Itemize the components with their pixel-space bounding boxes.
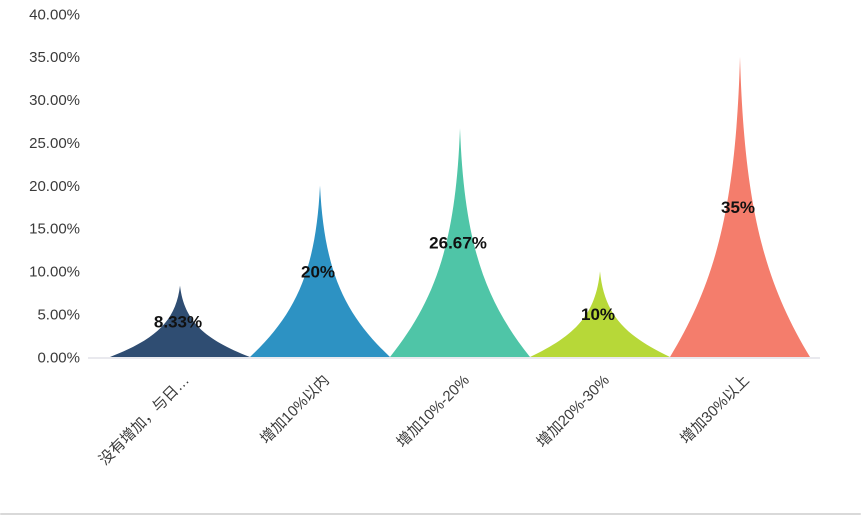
peak-shape-0[interactable] [110,285,250,357]
value-label-4: 35% [721,198,755,217]
y-tick-label: 10.00% [29,264,80,281]
value-label-1: 20% [301,262,335,281]
y-tick-label: 20.00% [29,178,80,195]
y-tick-label: 0.00% [37,349,80,366]
peak-shape-1[interactable] [250,185,390,358]
y-tick-label: 35.00% [29,49,80,66]
y-tick-label: 30.00% [29,92,80,109]
y-tick-label: 40.00% [29,6,80,23]
y-tick-label: 5.00% [37,306,80,323]
x-axis-label-3: 增加20%-30% [534,372,613,451]
peak-shape-3[interactable] [530,271,670,357]
x-axis-label-0: 没有增加，与日… [96,372,193,469]
x-axis-label-1: 增加10%以内 [257,372,333,448]
value-label-2: 26.67% [429,234,487,253]
peak-shape-4[interactable] [670,56,810,357]
x-axis-label-2: 增加10%-20% [394,372,473,451]
card-bottom-border [0,513,861,515]
y-tick-label: 15.00% [29,221,80,238]
value-label-0: 8.33% [154,312,202,331]
x-axis-label-4: 增加30%以上 [677,372,753,448]
value-label-3: 10% [581,305,615,324]
peak-shape-2[interactable] [390,128,530,357]
y-tick-label: 25.00% [29,135,80,152]
peak-chart-canvas: 40.00% 35.00% 30.00% 25.00% 20.00% 15.00% 10.0… [29,6,820,469]
